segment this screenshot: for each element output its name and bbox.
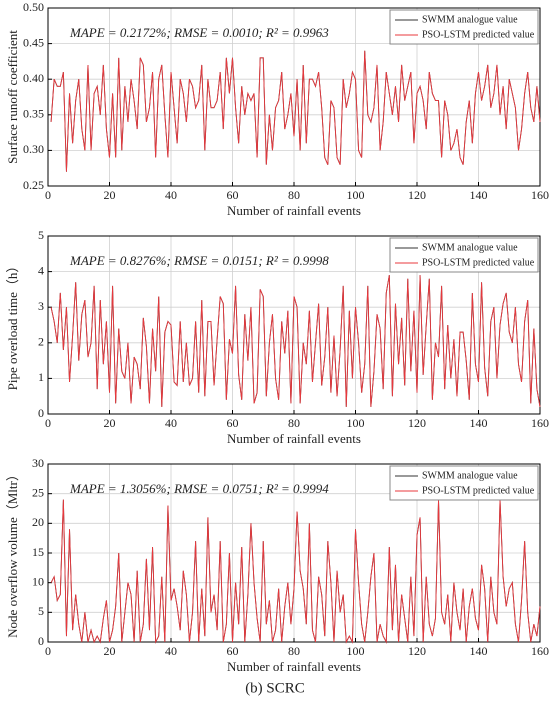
x-tick-label: 120 bbox=[408, 416, 426, 430]
series-line bbox=[50, 275, 541, 407]
y-axis-label: Pipe overload time（h） bbox=[5, 260, 20, 391]
x-tick-label: 100 bbox=[347, 188, 365, 202]
legend-label: PSO-LSTM predicted value bbox=[422, 29, 535, 40]
y-tick-label: 2 bbox=[38, 335, 44, 349]
y-tick-label: 30 bbox=[32, 456, 44, 470]
y-tick-label: 3 bbox=[38, 299, 44, 313]
x-tick-label: 60 bbox=[227, 416, 239, 430]
x-axis-label: Number of rainfall events bbox=[227, 659, 361, 674]
y-tick-label: 20 bbox=[32, 515, 44, 529]
caption: (b) SCRC bbox=[245, 680, 305, 696]
legend-box bbox=[389, 237, 539, 273]
y-tick-label: 15 bbox=[32, 545, 44, 559]
y-tick-label: 10 bbox=[32, 574, 44, 588]
y-axis-label: Surface runoff coefficient bbox=[5, 30, 20, 164]
legend-label: PSO-LSTM predicted value bbox=[422, 257, 535, 268]
annotation: MAPE = 1.3056%; RMSE = 0.0751; R² = 0.99… bbox=[69, 481, 329, 496]
x-tick-label: 40 bbox=[165, 188, 177, 202]
x-tick-label: 160 bbox=[531, 188, 549, 202]
y-tick-label: 25 bbox=[32, 485, 44, 499]
x-tick-label: 140 bbox=[470, 644, 488, 658]
x-tick-label: 140 bbox=[470, 188, 488, 202]
y-tick-label: 0.40 bbox=[23, 71, 44, 85]
legend-box bbox=[389, 465, 539, 501]
x-tick-label: 0 bbox=[45, 644, 51, 658]
y-tick-label: 0.50 bbox=[23, 0, 44, 14]
y-tick-label: 4 bbox=[38, 263, 44, 277]
series-line bbox=[50, 50, 541, 172]
plot-frame bbox=[47, 463, 541, 643]
x-tick-label: 20 bbox=[104, 416, 116, 430]
y-tick-label: 1 bbox=[38, 370, 44, 384]
x-axis-label: Number of rainfall events bbox=[227, 203, 361, 218]
x-tick-label: 80 bbox=[288, 644, 300, 658]
x-tick-label: 60 bbox=[227, 644, 239, 658]
y-tick-label: 0 bbox=[38, 406, 44, 420]
y-tick-label: 0.25 bbox=[23, 178, 44, 192]
plot-frame bbox=[47, 235, 541, 415]
x-tick-label: 160 bbox=[531, 644, 549, 658]
x-tick-label: 120 bbox=[408, 644, 426, 658]
series-line bbox=[50, 499, 541, 644]
annotation: MAPE = 0.2172%; RMSE = 0.0010; R² = 0.99… bbox=[69, 25, 329, 40]
x-tick-label: 80 bbox=[288, 416, 300, 430]
x-tick-label: 0 bbox=[45, 188, 51, 202]
legend-label: SWMM analogue value bbox=[422, 14, 518, 25]
x-tick-label: 20 bbox=[104, 188, 116, 202]
y-tick-label: 0.30 bbox=[23, 142, 44, 156]
x-tick-label: 40 bbox=[165, 416, 177, 430]
series-line bbox=[50, 275, 541, 407]
legend-label: SWMM analogue value bbox=[422, 242, 518, 253]
plot-frame bbox=[47, 7, 541, 187]
y-tick-label: 5 bbox=[38, 604, 44, 618]
x-axis-label: Number of rainfall events bbox=[227, 431, 361, 446]
legend-box bbox=[389, 9, 539, 45]
legend-label: PSO-LSTM predicted value bbox=[422, 485, 535, 496]
x-tick-label: 100 bbox=[347, 416, 365, 430]
y-tick-label: 0.45 bbox=[23, 35, 44, 49]
y-tick-label: 0 bbox=[38, 634, 44, 648]
legend-label: SWMM analogue value bbox=[422, 470, 518, 481]
y-tick-label: 0.35 bbox=[23, 107, 44, 121]
x-tick-label: 60 bbox=[227, 188, 239, 202]
x-tick-label: 100 bbox=[347, 644, 365, 658]
x-tick-label: 120 bbox=[408, 188, 426, 202]
y-axis-label: Node overflow volume（Mltr） bbox=[5, 468, 20, 638]
x-tick-label: 160 bbox=[531, 416, 549, 430]
annotation: MAPE = 0.8276%; RMSE = 0.0151; R² = 0.99… bbox=[69, 253, 329, 268]
y-tick-label: 5 bbox=[38, 228, 44, 242]
x-tick-label: 80 bbox=[288, 188, 300, 202]
x-tick-label: 20 bbox=[104, 644, 116, 658]
x-tick-label: 0 bbox=[45, 416, 51, 430]
x-tick-label: 140 bbox=[470, 416, 488, 430]
x-tick-label: 40 bbox=[165, 644, 177, 658]
